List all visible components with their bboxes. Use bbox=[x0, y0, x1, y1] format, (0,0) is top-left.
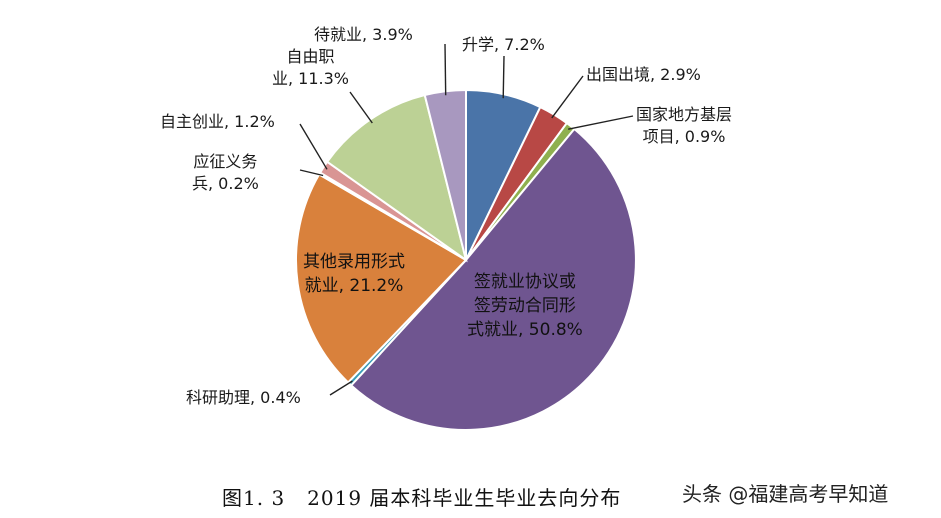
slice-label-text: 其他录用形式 就业, 21.2% bbox=[303, 252, 405, 296]
leader-line-8 bbox=[349, 91, 373, 124]
slice-label-zizhu: 自主创业, 1.2% bbox=[160, 111, 275, 133]
leader-line-0 bbox=[502, 55, 505, 99]
slice-label-ziyou: 自由职 业, 11.3% bbox=[272, 46, 349, 90]
slice-label-text: 自由职 业, 11.3% bbox=[272, 47, 350, 88]
slice-label-text: 签就业协议或 签劳动合同形 式就业, 50.8% bbox=[467, 272, 583, 340]
slice-label-qianyue: 签就业协议或 签劳动合同形 式就业, 50.8% bbox=[467, 270, 583, 342]
slice-label-yingzheng: 应征义务 兵, 0.2% bbox=[192, 151, 259, 195]
leader-line-1 bbox=[551, 75, 584, 119]
watermark: 头条 @福建高考早知道 bbox=[682, 482, 889, 506]
leader-line-6 bbox=[299, 169, 324, 177]
slice-label-text: 待就业, 3.9% bbox=[314, 25, 413, 44]
slice-label-text: 应征义务 兵, 0.2% bbox=[192, 152, 259, 193]
slice-label-daijiuye: 待就业, 3.9% bbox=[314, 24, 413, 46]
slice-label-shengxue: 升学, 7.2% bbox=[462, 34, 545, 56]
leader-line-2 bbox=[568, 115, 634, 130]
slice-label-text: 国家地方基层 项目, 0.9% bbox=[636, 105, 733, 146]
slice-label-text: 升学, 7.2% bbox=[462, 35, 545, 54]
slice-label-chuguo: 出国出境, 2.9% bbox=[586, 64, 701, 86]
leader-line-4 bbox=[329, 380, 353, 396]
figure-caption-text: 2019 届本科毕业生毕业去向分布 bbox=[307, 486, 622, 510]
pie-slices bbox=[295, 88, 637, 431]
pie-slice-3 bbox=[349, 127, 637, 431]
leader-lines bbox=[299, 43, 634, 396]
figure-number: 图1. 3 bbox=[222, 486, 286, 510]
slice-label-keyan: 科研助理, 0.4% bbox=[186, 387, 301, 409]
leader-line-7 bbox=[299, 123, 328, 170]
slice-label-text: 出国出境, 2.9% bbox=[586, 65, 701, 84]
figure-caption: 图1. 3 2019 届本科毕业生毕业去向分布 bbox=[222, 482, 621, 511]
pie-slice-5 bbox=[295, 173, 468, 384]
slice-label-qita: 其他录用形式 就业, 21.2% bbox=[303, 250, 405, 298]
slice-label-text: 科研助理, 0.4% bbox=[186, 388, 301, 407]
slice-label-text: 自主创业, 1.2% bbox=[160, 112, 275, 131]
leader-line-9 bbox=[444, 43, 447, 96]
slice-label-jiceng: 国家地方基层 项目, 0.9% bbox=[636, 104, 732, 148]
